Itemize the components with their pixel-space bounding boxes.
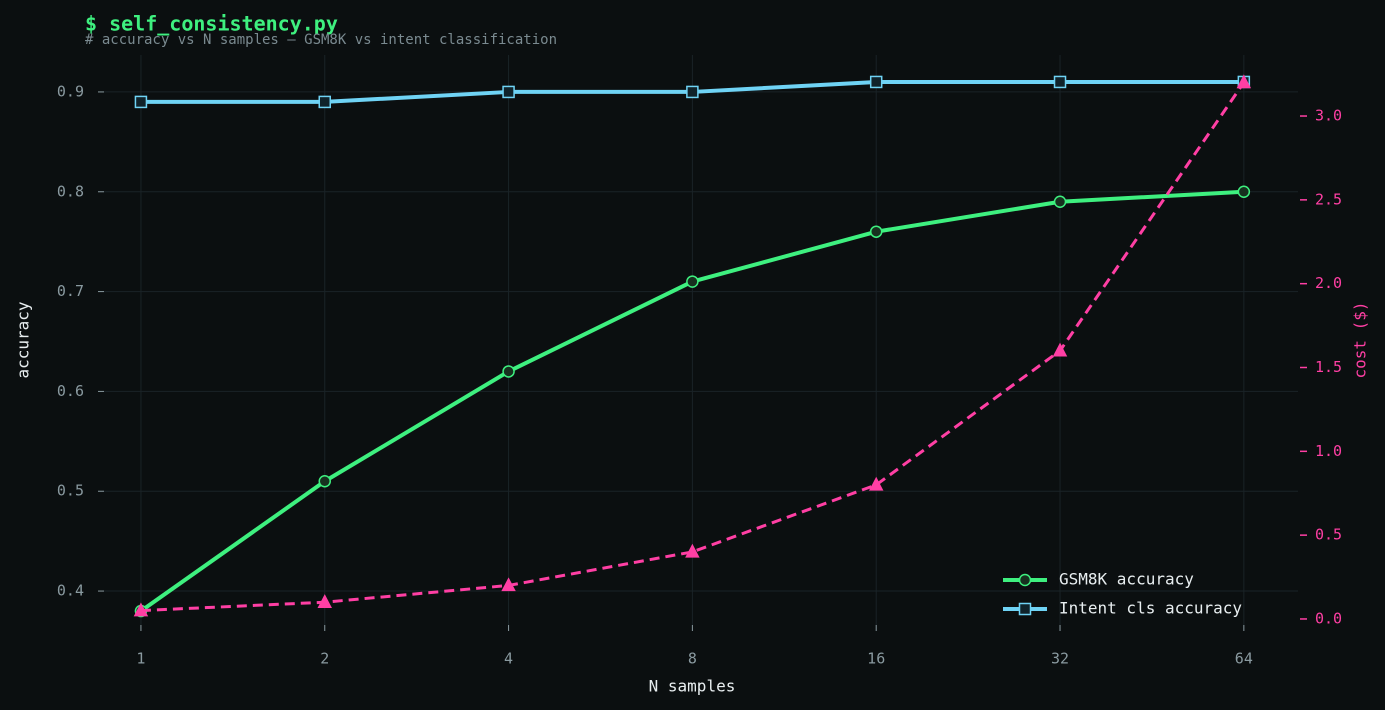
data-point — [1236, 74, 1252, 89]
y2-tick-label: 0.5 — [1315, 526, 1342, 544]
x-tick-label: 16 — [867, 650, 885, 668]
y2-tick-label: 1.0 — [1315, 442, 1342, 460]
y-tick-label: 0.8 — [57, 182, 84, 200]
data-point — [685, 543, 700, 558]
y2-tick-label: 0.0 — [1315, 609, 1342, 627]
x-tick-label: 8 — [688, 650, 697, 668]
legend-label: Intent cls accuracy — [1059, 599, 1242, 618]
data-point — [1052, 342, 1068, 357]
x-tick-label: 32 — [1051, 650, 1069, 668]
y2-axis-label: cost ($) — [1351, 301, 1370, 378]
y2-tick-label: 2.0 — [1315, 274, 1342, 292]
data-point — [134, 95, 148, 109]
data-point — [318, 95, 332, 109]
data-point — [133, 602, 149, 617]
y-axis-label: accuracy — [14, 301, 33, 378]
data-point — [317, 594, 332, 608]
data-point — [502, 365, 515, 378]
y-tick-label: 0.7 — [57, 282, 84, 300]
data-point — [502, 85, 515, 99]
y2-tick-label: 3.0 — [1315, 107, 1342, 125]
chart-subtitle: # accuracy vs N samples — GSM8K vs inten… — [85, 32, 557, 48]
x-axis-label: N samples — [649, 677, 736, 696]
legend-marker — [1018, 573, 1032, 587]
data-point — [868, 476, 884, 491]
data-point — [1053, 195, 1067, 208]
chart-title: $ self_consistency.py — [85, 12, 338, 36]
y-tick-label: 0.9 — [57, 82, 84, 100]
data-point — [686, 85, 699, 99]
y-tick-label: 0.4 — [57, 582, 84, 600]
y-tick-label: 0.5 — [57, 482, 84, 500]
y-tick-label: 0.6 — [57, 382, 84, 400]
data-point — [1237, 185, 1251, 199]
data-point — [501, 577, 516, 592]
data-point — [686, 275, 699, 288]
x-tick-label: 64 — [1235, 650, 1253, 668]
data-point — [318, 475, 332, 488]
x-tick-label: 2 — [320, 650, 329, 668]
data-point — [869, 225, 883, 238]
y2-tick-label: 1.5 — [1315, 358, 1342, 376]
legend-marker — [1018, 602, 1032, 616]
x-tick-label: 4 — [504, 650, 513, 668]
data-point — [869, 75, 883, 89]
y2-tick-label: 2.5 — [1315, 190, 1342, 208]
x-tick-label: 1 — [136, 650, 145, 668]
legend-label: GSM8K accuracy — [1059, 570, 1194, 589]
data-point — [1053, 75, 1067, 89]
